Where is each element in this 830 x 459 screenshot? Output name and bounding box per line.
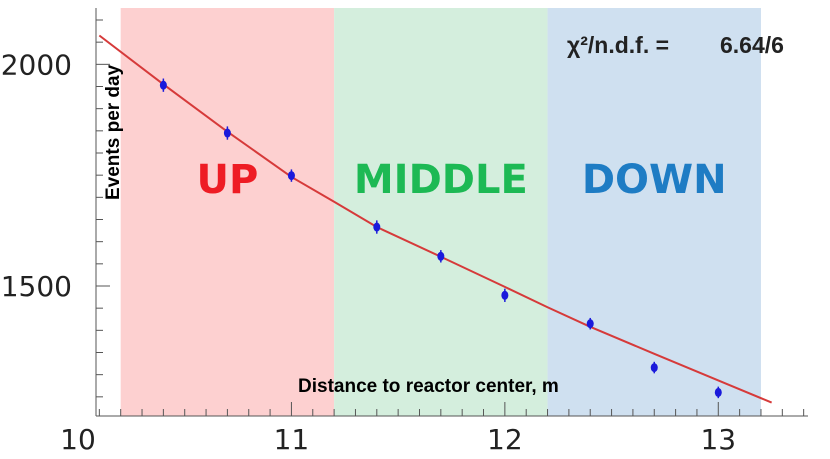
data-point [437,251,445,261]
x-tick-label: 11 [274,423,310,456]
chi2-label: χ²/n.d.f. = [567,32,669,58]
region-label-up: UP [197,157,259,203]
data-point [223,128,231,138]
x-tick-label: 12 [487,423,523,456]
chi2-value: 6.64/6 [720,32,784,58]
x-axis-title: Distance to reactor center, m [298,376,559,397]
region-band-down [547,8,761,416]
data-point [586,319,594,329]
x-tick-label: 13 [700,423,736,456]
region-band-middle [334,8,548,416]
data-point [159,80,167,90]
region-label-down: DOWN [582,157,727,203]
y-tick-label: 1500 [1,270,72,303]
region-label-middle: MIDDLE [354,157,528,203]
x-tick-label: 10 [60,423,96,456]
data-point [501,290,509,300]
data-point [714,387,722,397]
chart-labels: Events per day Distance to reactor cente… [103,32,784,397]
data-point [287,171,295,181]
y-axis-title: Events per day [103,64,124,200]
region-bands: UP MIDDLE DOWN [120,8,761,416]
y-tick-label: 2000 [1,48,72,81]
data-point [373,222,381,232]
region-band-up [120,8,335,416]
axes: 10 11 12 13 1500 2000 [1,8,808,456]
data-point [650,363,658,373]
data-points [159,78,722,399]
